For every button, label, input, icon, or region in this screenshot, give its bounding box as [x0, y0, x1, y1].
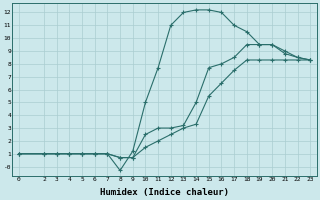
X-axis label: Humidex (Indice chaleur): Humidex (Indice chaleur)	[100, 188, 229, 197]
